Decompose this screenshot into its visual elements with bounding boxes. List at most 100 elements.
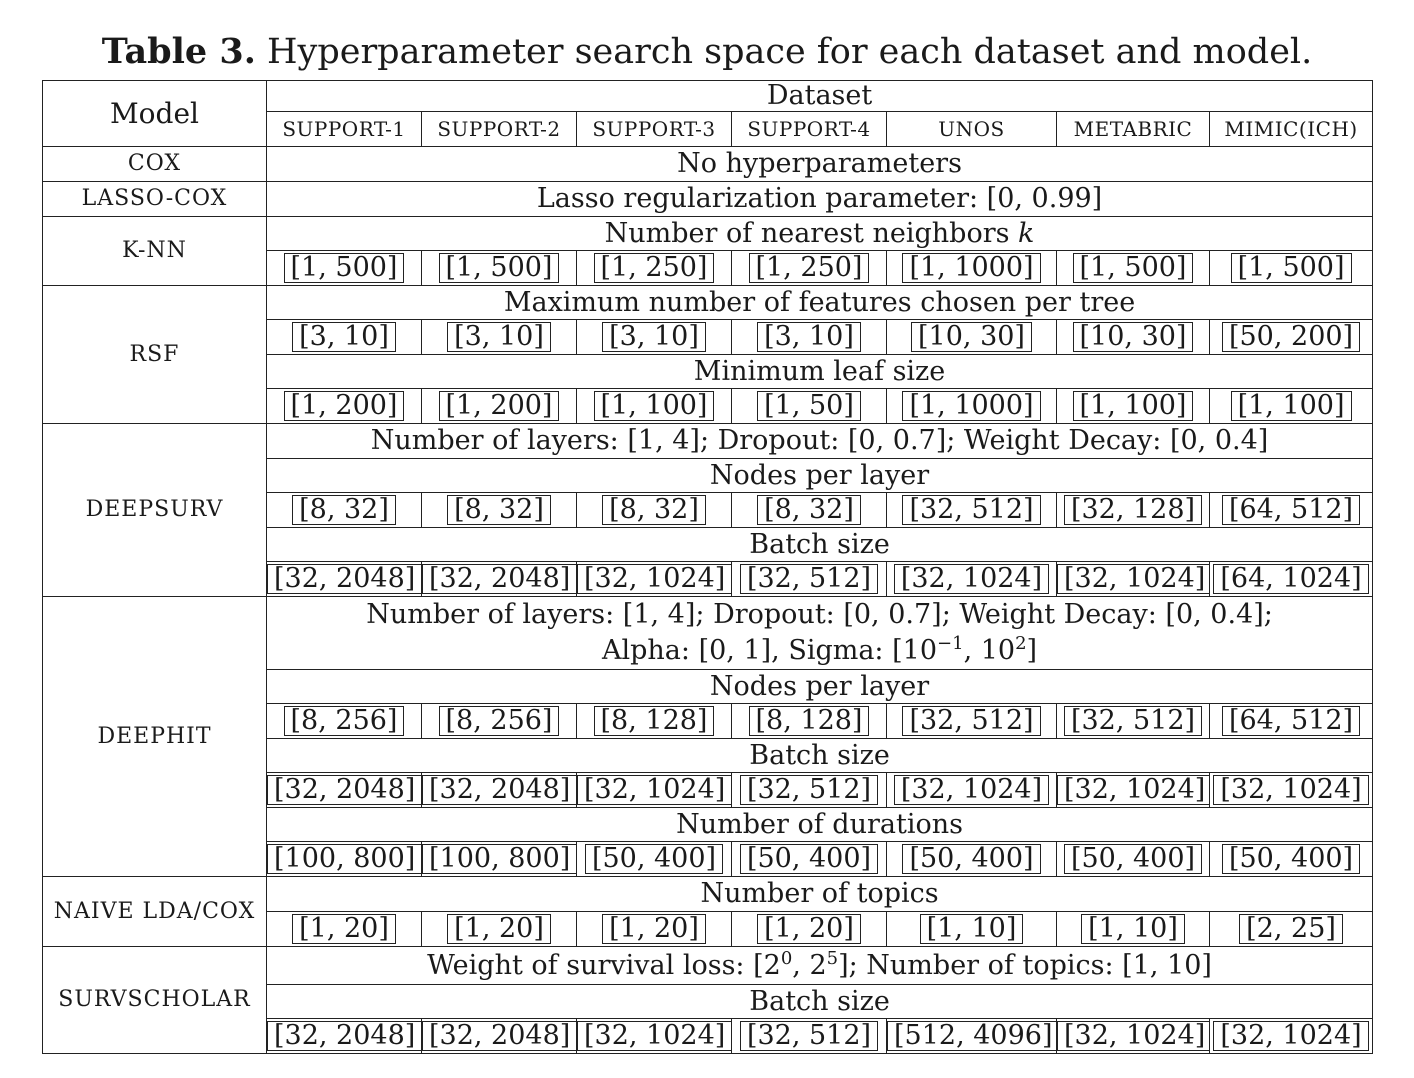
value-cell: [2, 25]: [1208, 911, 1374, 947]
deepsurv-batch-row: [32, 2048] [32, 2048] [32, 1024] [32, 51…: [43, 561, 1374, 597]
value-box: [32, 2048]: [267, 564, 421, 594]
model-name-survscholar: SURVSCHOLAR: [42, 946, 267, 1054]
value-box: [1, 20]: [447, 914, 551, 944]
value-box: [50, 400]: [1063, 844, 1203, 874]
survscholar-exp-low: 0: [780, 947, 793, 969]
value-box: [32, 1024]: [1213, 1021, 1369, 1051]
value-cell: [32, 512]: [731, 772, 887, 808]
value-box: [32, 512]: [1063, 706, 1203, 736]
value-box: [3, 10]: [447, 322, 551, 352]
model-name-deephit: DEEPHIT: [42, 596, 267, 877]
survscholar-batch-row: [32, 2048] [32, 2048] [32, 1024] [32, 51…: [43, 1018, 1374, 1054]
value-box: [512, 4096]: [887, 1021, 1056, 1051]
value-box: [1, 500]: [438, 253, 560, 283]
value-cell: [32, 1024]: [1208, 772, 1374, 808]
value-cell: [3, 10]: [731, 319, 887, 355]
deephit-shared: Number of layers: [1, 4]; Dropout: [0, 0…: [265, 596, 1374, 670]
value-cell: [32, 512]: [731, 561, 887, 597]
value-box: [50, 200]: [1221, 322, 1361, 352]
deephit-shared-line2: Alpha: [0, 1], Sigma: [10−1, 102]: [602, 633, 1037, 667]
value-cell: [8, 128]: [576, 703, 732, 739]
survscholar-suffix: ]; Number of topics: [1, 10]: [838, 949, 1212, 981]
value-cell: [1, 20]: [421, 911, 577, 947]
value-box: [1, 500]: [283, 253, 405, 283]
value-box: [8, 32]: [292, 495, 396, 525]
dataset-name: SUPPORT-1: [266, 111, 422, 147]
value-cell: [32, 512]: [886, 703, 1057, 739]
value-box: [1, 1000]: [902, 253, 1041, 283]
value-box: [2, 25]: [1239, 914, 1343, 944]
value-box: [1, 10]: [1081, 914, 1185, 944]
value-box: [32, 1024]: [577, 775, 731, 805]
deephit-durations-label: Number of durations: [265, 807, 1374, 842]
value-box: [1, 500]: [1230, 253, 1352, 283]
value-cell: [1, 20]: [731, 911, 887, 947]
value-box: [8, 32]: [602, 495, 706, 525]
cox-hyperparams: No hyperparameters: [265, 146, 1374, 182]
dataset-name: METABRIC: [1056, 111, 1210, 147]
knn-label: Number of nearest neighbors k: [265, 216, 1374, 251]
value-cell: [10, 30]: [1056, 319, 1210, 355]
value-box: [10, 30]: [911, 322, 1032, 352]
value-cell: [32, 1024]: [1208, 1018, 1374, 1054]
survscholar-batch-label: Batch size: [265, 984, 1374, 1019]
value-cell: [32, 2048]: [266, 1018, 422, 1054]
value-box: [32, 512]: [902, 706, 1041, 736]
survscholar-shared: Weight of survival loss: [20, 25]; Numbe…: [265, 946, 1374, 985]
value-box: [32, 128]: [1063, 495, 1203, 525]
dataset-name: UNOS: [886, 111, 1057, 147]
deephit-shared-line1: Number of layers: [1, 4]; Dropout: [0, 0…: [366, 599, 1273, 630]
knn-label-text: Number of nearest neighbors: [604, 217, 1019, 249]
value-box: [10, 30]: [1072, 322, 1194, 352]
value-box: [8, 128]: [593, 706, 715, 736]
value-box: [8, 256]: [438, 706, 560, 736]
value-cell: [32, 512]: [886, 492, 1057, 528]
value-cell: [8, 32]: [731, 492, 887, 528]
value-cell: [8, 32]: [576, 492, 732, 528]
survscholar-mid: , 2: [792, 949, 827, 981]
value-cell: [32, 1024]: [886, 772, 1057, 808]
model-name-knn: K-NN: [42, 216, 267, 286]
value-box: [32, 2048]: [422, 775, 576, 805]
value-box: [1, 20]: [757, 914, 861, 944]
value-cell: [50, 400]: [1056, 841, 1210, 877]
model-name-rsf: RSF: [42, 285, 267, 424]
value-box: [1, 20]: [292, 914, 396, 944]
value-cell: [1, 200]: [266, 388, 422, 424]
value-cell: [50, 400]: [1208, 841, 1374, 877]
model-name-naive-lda-cox: NAIVE LDA/COX: [42, 876, 267, 947]
sigma-exp-low: −1: [937, 633, 964, 654]
value-box: [3, 10]: [757, 322, 861, 352]
value-cell: [32, 512]: [1056, 703, 1210, 739]
value-cell: [100, 800]: [266, 841, 422, 877]
model-header: Model: [42, 80, 267, 147]
value-box: [1, 50]: [757, 391, 861, 421]
value-box: [32, 1024]: [893, 775, 1050, 805]
dataset-name: MIMIC(ICH): [1208, 111, 1374, 147]
value-cell: [1, 100]: [576, 388, 732, 424]
value-cell: [8, 32]: [421, 492, 577, 528]
value-box: [1, 100]: [1072, 391, 1194, 421]
value-cell: [1, 100]: [1208, 388, 1374, 424]
deephit-nodes-row: [8, 256] [8, 256] [8, 128] [8, 128] [32,…: [43, 703, 1374, 739]
value-box: [100, 800]: [267, 844, 421, 874]
value-cell: [32, 1024]: [576, 561, 732, 597]
value-cell: [32, 2048]: [421, 561, 577, 597]
value-box: [32, 512]: [739, 564, 879, 594]
value-cell: [8, 128]: [731, 703, 887, 739]
value-box: [32, 2048]: [422, 564, 576, 594]
value-cell: [32, 1024]: [886, 561, 1057, 597]
value-box: [32, 1024]: [1057, 1021, 1209, 1051]
naive-topics-label: Number of topics: [265, 876, 1374, 912]
value-cell: [32, 2048]: [421, 772, 577, 808]
value-cell: [1, 200]: [421, 388, 577, 424]
value-box: [64, 512]: [1221, 706, 1361, 736]
value-box: [100, 800]: [422, 844, 576, 874]
value-box: [8, 32]: [757, 495, 861, 525]
value-cell: [1, 20]: [266, 911, 422, 947]
value-box: [3, 10]: [602, 322, 706, 352]
knn-label-var: k: [1018, 217, 1035, 249]
value-box: [32, 1024]: [893, 564, 1050, 594]
value-cell: [32, 1024]: [1056, 561, 1210, 597]
value-cell: [64, 512]: [1208, 703, 1374, 739]
